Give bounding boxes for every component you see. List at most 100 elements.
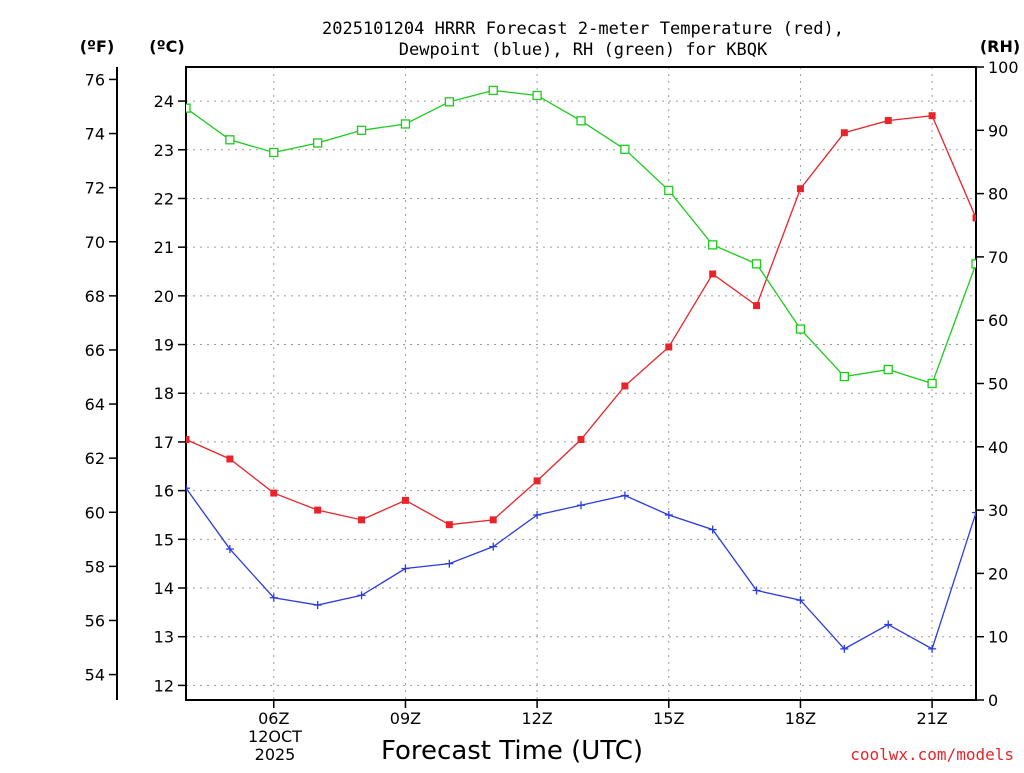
chart-title-line1: 2025101204 HRRR Forecast 2-meter Tempera… (322, 19, 844, 39)
rh-tick-label: 70 (988, 248, 1008, 267)
dewpoint-point (752, 586, 761, 595)
celsius-tick-label: 23 (154, 141, 174, 160)
dewpoint-point (620, 491, 629, 500)
fahrenheit-tick-label: 56 (85, 611, 105, 630)
temperature-point (753, 302, 761, 310)
series-line-relative-humidity (186, 89, 976, 385)
temperature-point (665, 343, 673, 351)
celsius-tick-label: 13 (154, 628, 174, 647)
rh-point (971, 259, 976, 269)
celsius-tick-label: 20 (154, 287, 174, 306)
x-tick-label: 09Z (390, 709, 421, 728)
temperature-point (270, 489, 278, 497)
fahrenheit-tick-label: 66 (85, 341, 105, 360)
rh-point (488, 85, 498, 96)
temperature-point (928, 112, 936, 120)
celsius-tick-label: 15 (154, 530, 174, 549)
dewpoint-point (357, 591, 366, 600)
rh-point (927, 378, 937, 389)
dewpoint-point (840, 644, 849, 653)
temperature-point (884, 117, 892, 125)
data-series (186, 85, 976, 653)
rh-tick-label: 90 (988, 121, 1008, 140)
dewpoint-point (186, 484, 190, 493)
dewpoint-point (533, 510, 542, 519)
rh-tick-label: 40 (988, 438, 1008, 457)
rh-point (532, 90, 542, 101)
rh-tick-label: 60 (988, 311, 1008, 330)
fahrenheit-tick-label: 68 (85, 287, 105, 306)
temperature-point (796, 185, 804, 193)
dewpoint-point (796, 596, 805, 605)
plot-frame (185, 66, 977, 701)
dewpoint-point (269, 593, 278, 602)
temperature-point (489, 516, 497, 524)
temperature-point (445, 521, 453, 529)
fahrenheit-tick-label: 60 (85, 503, 105, 522)
dewpoint-point (445, 559, 454, 568)
rh-tick-label: 50 (988, 375, 1008, 394)
rh-tick-label: 80 (988, 185, 1008, 204)
rh-point (356, 125, 367, 135)
series-line-dewpoint (186, 487, 976, 650)
celsius-tick-label: 17 (154, 433, 174, 452)
rh-tick-label: 30 (988, 501, 1008, 520)
celsius-tick-label: 16 (154, 482, 174, 501)
temperature-point (358, 516, 366, 524)
rh-point (313, 138, 323, 148)
dewpoint-point (708, 525, 717, 534)
temperature-point (972, 214, 976, 222)
series-temperature (186, 112, 976, 529)
dewpoint-point (577, 501, 585, 510)
axes: 12 13 14 15 16 17 18 19 20 21 22 23 24 54 56 58 60 62 64 66… (85, 58, 1019, 728)
grid-lines (186, 67, 976, 700)
fahrenheit-unit-label: (ºF) (80, 37, 115, 56)
celsius-tick-label: 18 (154, 384, 174, 403)
x-tick-label: 21Z (916, 709, 947, 728)
rh-point (225, 135, 235, 145)
temperature-point (314, 506, 322, 514)
rh-point (751, 259, 762, 269)
rh-tick-label: 0 (988, 691, 998, 710)
rh-point (269, 147, 279, 158)
celsius-tick-label: 14 (154, 579, 174, 598)
temperature-point (709, 270, 717, 278)
fahrenheit-tick-label: 72 (85, 179, 105, 198)
dewpoint-point (401, 564, 410, 573)
date-label-year: 2025 (255, 745, 296, 764)
chart-title-line2: Dewpoint (blue), RH (green) for KBQK (399, 40, 768, 60)
rh-point (400, 119, 411, 129)
rh-point (708, 240, 718, 250)
fahrenheit-tick-label: 62 (85, 449, 105, 468)
rh-point (839, 371, 849, 382)
rh-point (795, 324, 806, 334)
series-relative-humidity (186, 85, 976, 389)
fahrenheit-tick-label: 64 (85, 395, 105, 414)
rh-tick-label: 100 (988, 58, 1019, 77)
fahrenheit-tick-label: 70 (85, 233, 105, 252)
celsius-tick-label: 21 (154, 238, 174, 257)
celsius-tick-label: 12 (154, 676, 174, 695)
rh-point (883, 364, 893, 375)
rh-point (620, 144, 630, 154)
rh-point (664, 185, 674, 196)
date-label-month: 12OCT (248, 727, 302, 746)
dewpoint-point (884, 620, 893, 629)
rh-unit-label: (RH) (980, 37, 1020, 56)
celsius-unit-label: (ºC) (149, 37, 184, 56)
dewpoint-point (225, 545, 234, 554)
temperature-point (401, 496, 409, 504)
rh-point (576, 116, 586, 126)
celsius-tick-label: 22 (154, 189, 174, 208)
rh-tick-label: 10 (988, 628, 1008, 647)
x-tick-label: 18Z (785, 709, 816, 728)
fahrenheit-tick-label: 76 (85, 70, 105, 89)
series-line-temperature (186, 114, 976, 526)
temperature-point (840, 129, 848, 137)
temperature-point (533, 477, 541, 485)
rh-point (444, 97, 454, 107)
temperature-point (621, 382, 629, 390)
rh-point (186, 103, 191, 113)
rh-tick-label: 20 (988, 564, 1008, 583)
